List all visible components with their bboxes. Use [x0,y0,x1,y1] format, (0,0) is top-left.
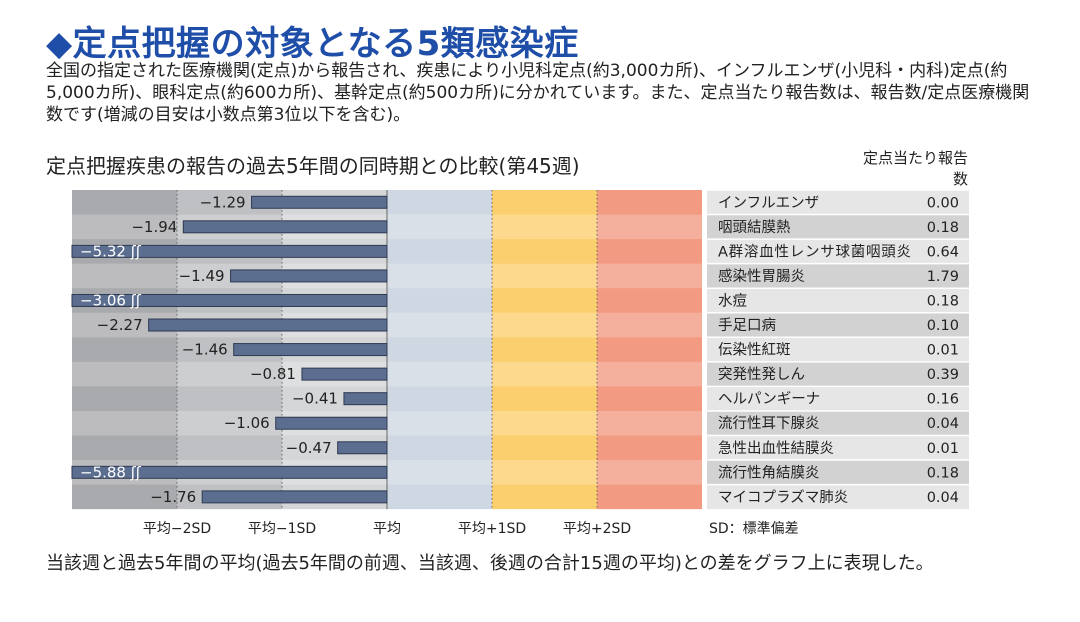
bar [230,269,388,283]
disease-name: 感染性胃腸炎 [718,268,805,285]
value-label: −2.27 [97,316,143,334]
table-row [707,263,969,289]
reports-per-site: 0.16 [927,392,959,408]
zone-mean-plus1sd [387,190,492,510]
value-label: −0.81 [250,365,296,383]
reports-per-site: 0.18 [927,465,959,481]
bar [275,416,388,430]
value-label: −1.94 [131,218,177,236]
disease-name: 急性出血性結膜炎 [718,440,834,457]
disease-name: 突発性発しん [718,366,805,383]
disease-name: A群溶血性レンサ球菌咽頭炎 [718,243,911,260]
table-row [707,312,969,338]
reports-per-site: 0.10 [927,318,959,334]
disease-name: ヘルパンギーナ [718,391,820,408]
value-label: −1.29 [200,193,246,211]
bar [148,318,388,332]
sd-note: SD：標準偏差 [709,521,799,537]
reports-per-site: 1.79 [927,269,959,285]
value-label: −1.49 [179,267,225,285]
table-row [707,410,969,436]
reports-per-site: 0.39 [927,367,959,383]
disease-name: 伝染性紅斑 [718,342,791,359]
page-heading: ◆定点把握の対象となる5類感染症 [46,24,579,64]
bar [343,392,388,406]
disease-name: インフルエンザ [718,194,819,211]
intro-text: 全国の指定された医療機関(定点)から報告され、疾患により小児科定点(約3,000… [46,61,1030,125]
table-row [707,214,969,240]
value-label: −1.06 [224,414,270,432]
disease-name: 流行性耳下腺炎 [718,415,820,432]
zone-above-plus2sd [597,190,702,510]
table-row [707,239,969,264]
bar [337,441,388,455]
chart-title: 定点把握疾患の報告の過去5年間の同時期との比較(第45週) [46,154,580,178]
reports-per-site: 0.64 [927,244,959,260]
value-label: −5.88 ʃʃ [80,463,142,481]
bar [71,465,388,479]
table-row [707,484,969,510]
table-row [707,435,969,461]
comparison-chart: −1.29 −1.94 −5.32 ʃʃ −1.49 −3.06 ʃʃ −2.27 −1.4… [71,189,969,537]
table-row [707,460,969,485]
bar [182,220,388,234]
reports-per-site: 0.04 [927,416,959,432]
value-label: −1.46 [182,341,228,359]
table-row [707,386,969,411]
bar [201,490,388,504]
bar [71,293,388,307]
x-tick-label: 平均−1SD [248,521,316,537]
disease-name: マイコプラズマ肺炎 [718,489,848,506]
reports-per-site: 0.00 [927,195,959,211]
reports-per-site: 0.18 [927,220,959,236]
table-row [707,190,969,215]
value-label: −5.32 ʃʃ [80,242,142,260]
table-row [707,337,969,362]
table-column-header: 定点当たり報告数 [862,149,968,188]
x-tick-label: 平均−2SD [143,521,211,537]
x-tick-label: 平均+1SD [458,521,526,537]
bar [301,367,388,381]
disease-name: 水痘 [718,292,747,309]
bar [233,343,388,357]
value-label: −0.41 [292,390,338,408]
value-label: −3.06 ʃʃ [80,291,142,309]
value-label: −1.76 [150,488,196,506]
bar [251,195,388,209]
x-tick-label: 平均+2SD [563,521,631,537]
reports-per-site: 0.01 [927,441,959,457]
table-row [707,361,969,387]
table-row [707,288,969,313]
bar [71,244,388,258]
x-tick-label: 平均 [373,521,401,537]
zone-below-minus2sd [72,190,177,510]
disease-name: 咽頭結膜熱 [718,219,791,236]
value-label: −0.47 [286,439,332,457]
reports-per-site: 0.04 [927,490,959,506]
disease-name: 手足口病 [718,317,776,334]
reports-per-site: 0.18 [927,293,959,309]
disease-name: 流行性角結膜炎 [718,464,820,481]
reports-per-site: 0.01 [927,343,959,359]
zone-plus1sd-plus2sd [492,190,597,510]
chart-caption: 当該週と過去5年間の平均(過去5年間の前週、当該週、後週の合計15週の平均)との… [46,553,934,574]
